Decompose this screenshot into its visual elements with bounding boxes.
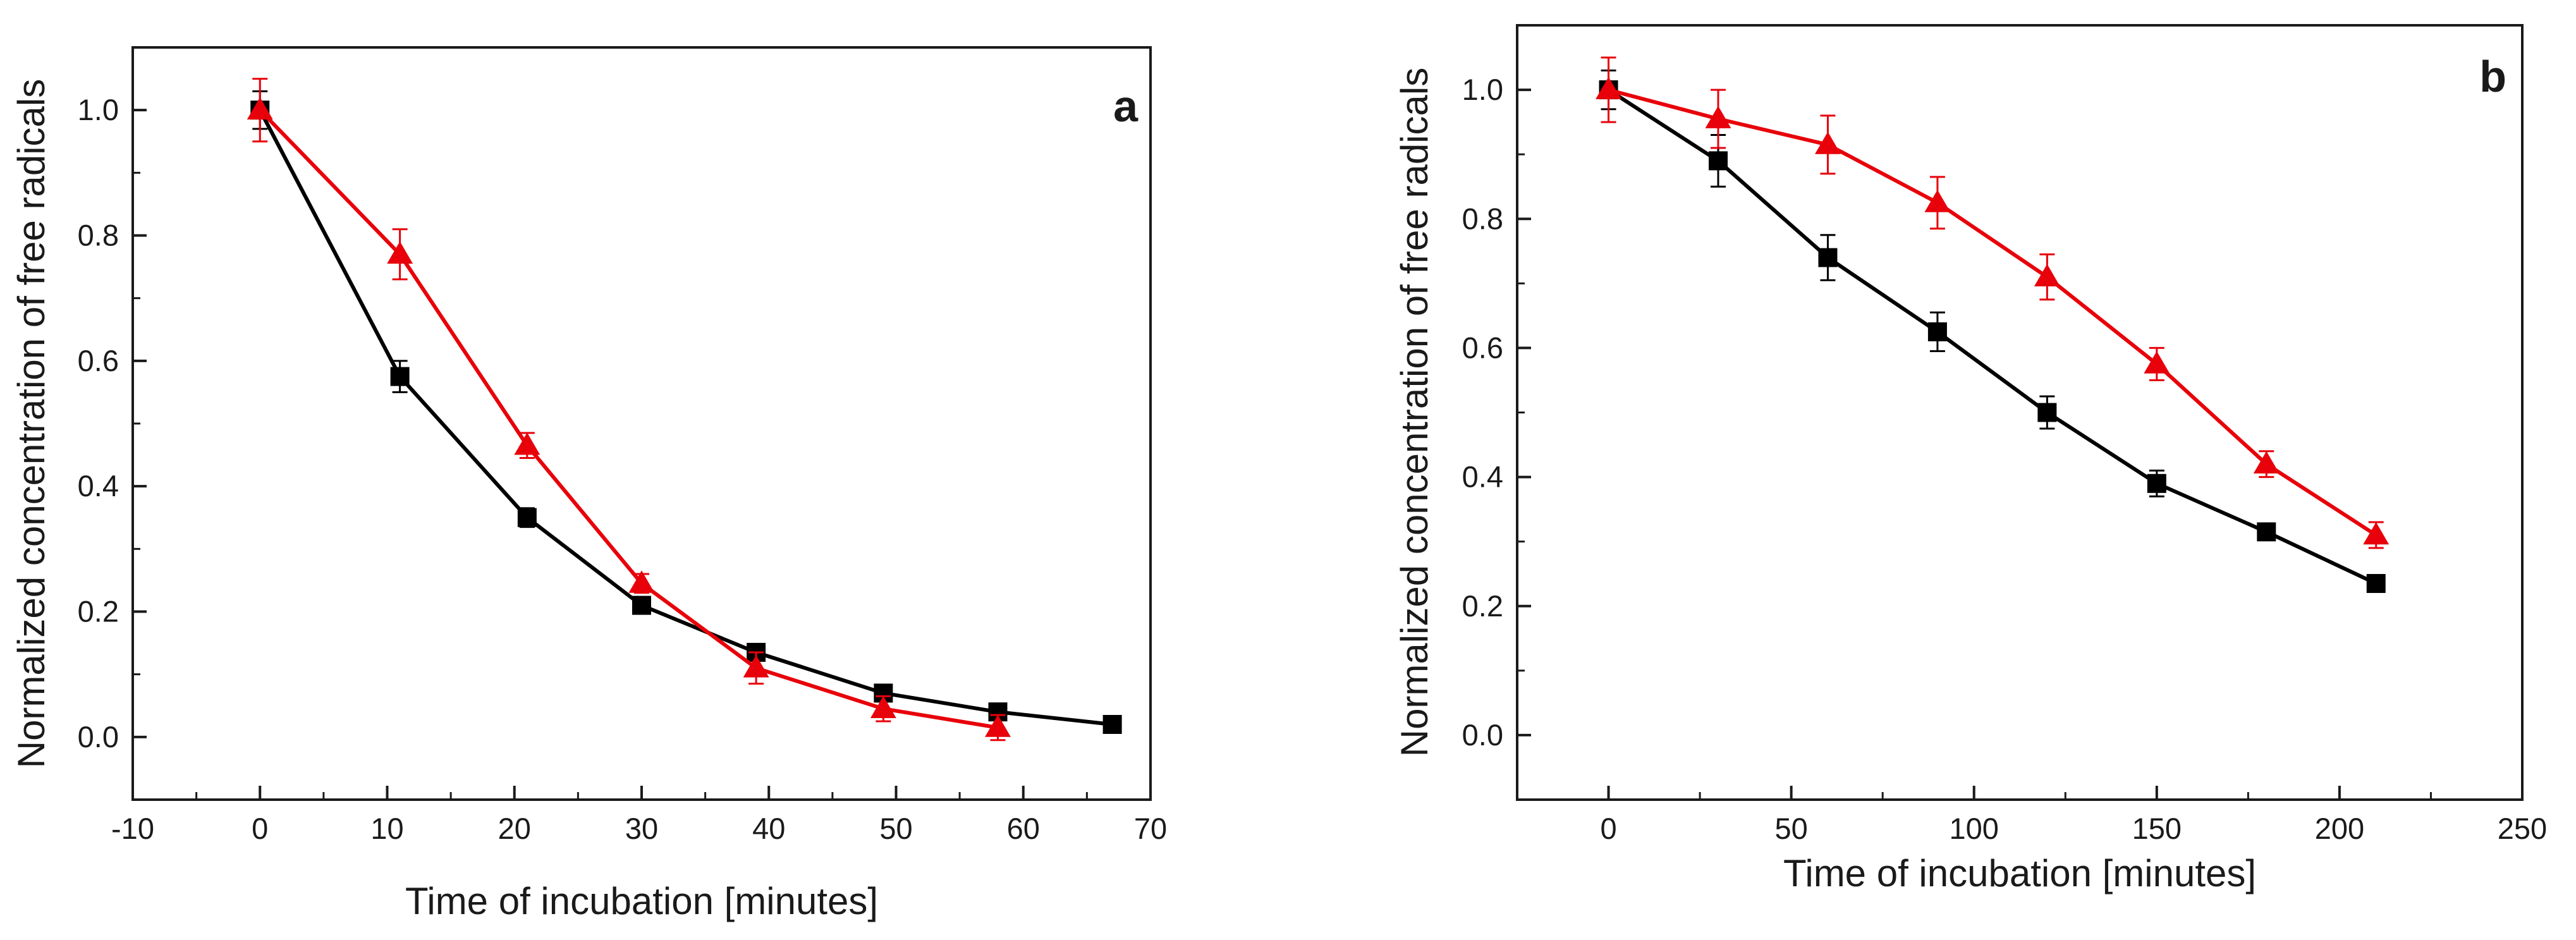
x-axis: -10 0 10 20 30 40 50 60 70 (111, 786, 1167, 845)
x-tick-label: 30 (625, 812, 658, 845)
data-point-triangle (743, 655, 769, 678)
data-point-triangle (985, 714, 1011, 737)
x-tick-label: 50 (879, 812, 912, 845)
panel-label: a (1113, 82, 1138, 131)
x-tick-label: -10 (111, 812, 154, 845)
data-point-triangle (387, 241, 413, 264)
y-tick-label: 0.0 (78, 720, 119, 754)
x-tick-label: 20 (498, 812, 531, 845)
x-tick-label: 60 (1007, 812, 1040, 845)
series-layer (247, 78, 1122, 742)
data-point-square (2366, 574, 2386, 594)
x-tick-label: 40 (752, 812, 785, 845)
x-tick-label: 100 (1950, 812, 1999, 845)
data-point-square (2037, 403, 2057, 422)
y-axis-title: Normalized concentration of free radical… (1393, 68, 1436, 757)
y-axis: 0.0 0.2 0.4 0.6 0.8 1.0 (78, 93, 147, 754)
x-axis-title: Time of incubation [minutes] (405, 880, 878, 922)
x-tick-label: 200 (2315, 812, 2364, 845)
data-point-triangle (2034, 264, 2060, 286)
y-tick-label: 0.6 (78, 344, 119, 377)
y-tick-label: 0.4 (78, 469, 119, 503)
data-point-square (2147, 473, 2166, 493)
series-2 (247, 78, 1011, 742)
data-point-triangle (1924, 190, 1951, 212)
x-tick-label: 0 (1600, 812, 1616, 845)
x-tick-label: 70 (1134, 812, 1167, 845)
series-line (1607, 88, 2377, 585)
series-layer (1596, 56, 2390, 594)
series-line (259, 109, 998, 729)
chart-panel-b: b Normalized concentration of free radic… (1393, 24, 2547, 894)
data-point-triangle (870, 695, 896, 719)
data-point-triangle (628, 570, 655, 593)
data-point-triangle (247, 97, 273, 120)
series-1 (1599, 69, 2386, 594)
data-point-triangle (1596, 76, 1622, 99)
data-point-triangle (2144, 351, 2170, 374)
data-point-triangle (514, 432, 540, 455)
x-tick-label: 250 (2498, 812, 2547, 845)
x-tick-label: 150 (2132, 812, 2182, 845)
chart-panel-a: a Normalized concentration of free radic… (10, 46, 1167, 922)
panel-label: b (2479, 52, 2506, 101)
data-point-square (390, 367, 410, 386)
x-tick-label: 50 (1774, 812, 1807, 845)
x-axis: 0 50 100 150 200 250 (1516, 786, 2547, 845)
data-point-square (1818, 248, 1838, 267)
series-2 (1596, 56, 2390, 549)
series-line (1608, 88, 2378, 537)
y-axis-title: Normalized concentration of free radical… (10, 79, 52, 769)
series-1 (250, 90, 1122, 734)
y-tick-label: 0.6 (1462, 331, 1503, 364)
data-point-triangle (2363, 522, 2390, 545)
y-tick-label: 0.4 (1462, 460, 1503, 494)
data-point-square (1927, 322, 1947, 341)
y-tick-label: 0.2 (1462, 589, 1503, 623)
y-tick-label: 0.2 (78, 595, 119, 628)
data-point-triangle (1705, 106, 1731, 128)
y-tick-label: 1.0 (78, 93, 119, 126)
data-point-square (1709, 151, 1728, 171)
data-point-triangle (2253, 451, 2280, 474)
y-tick-label: 0.8 (1462, 202, 1503, 235)
data-point-square (517, 508, 537, 527)
plot-area-frame (1516, 24, 2524, 801)
y-tick-label: 1.0 (1462, 73, 1503, 106)
data-point-triangle (1814, 131, 1841, 154)
data-point-square (1102, 715, 1122, 734)
x-axis-title: Time of incubation [minutes] (1783, 852, 2256, 894)
series-line (258, 109, 1113, 726)
y-tick-label: 0.8 (78, 219, 119, 252)
y-axis: 0.0 0.2 0.4 0.6 0.8 1.0 (1462, 73, 1531, 752)
data-point-square (632, 595, 651, 615)
x-tick-label: 0 (252, 812, 268, 845)
y-tick-label: 0.0 (1462, 718, 1503, 752)
x-tick-label: 10 (370, 812, 403, 845)
data-point-square (2257, 522, 2276, 542)
